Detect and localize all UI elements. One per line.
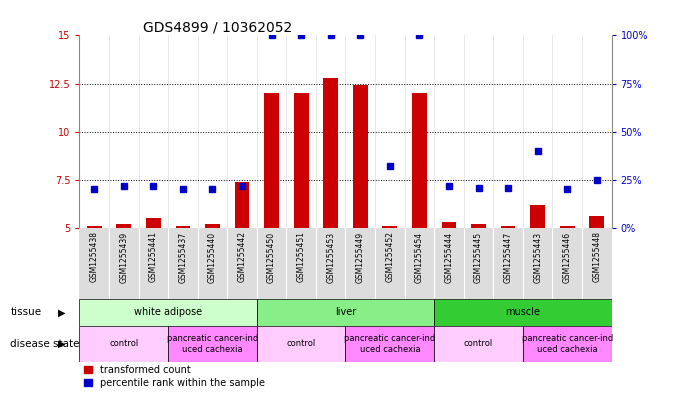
Bar xyxy=(434,326,523,362)
Bar xyxy=(382,226,397,228)
Text: GSM1255444: GSM1255444 xyxy=(444,231,453,283)
Text: pancreatic cancer-ind
uced cachexia: pancreatic cancer-ind uced cachexia xyxy=(522,334,613,354)
Text: GSM1255451: GSM1255451 xyxy=(296,231,305,283)
Text: control: control xyxy=(287,340,316,348)
Bar xyxy=(353,85,368,228)
Bar xyxy=(79,299,257,326)
Bar xyxy=(116,224,131,228)
Text: pancreatic cancer-ind
uced cachexia: pancreatic cancer-ind uced cachexia xyxy=(344,334,435,354)
Text: GSM1255440: GSM1255440 xyxy=(208,231,217,283)
Text: GSM1255449: GSM1255449 xyxy=(356,231,365,283)
Bar xyxy=(264,93,279,228)
Text: control: control xyxy=(109,340,138,348)
Bar xyxy=(530,205,545,228)
Text: GSM1255453: GSM1255453 xyxy=(326,231,335,283)
Text: GSM1255439: GSM1255439 xyxy=(120,231,129,283)
Text: disease state: disease state xyxy=(10,339,80,349)
Bar xyxy=(501,226,515,228)
Bar xyxy=(346,326,434,362)
Text: GSM1255448: GSM1255448 xyxy=(592,231,601,283)
Bar xyxy=(323,78,338,228)
Text: GSM1255445: GSM1255445 xyxy=(474,231,483,283)
Text: GSM1255443: GSM1255443 xyxy=(533,231,542,283)
Bar xyxy=(205,224,220,228)
Text: GSM1255438: GSM1255438 xyxy=(90,231,99,283)
Text: GDS4899 / 10362052: GDS4899 / 10362052 xyxy=(143,20,292,34)
Bar xyxy=(523,326,612,362)
Bar xyxy=(442,222,456,228)
Bar xyxy=(294,93,309,228)
Text: ▶: ▶ xyxy=(59,307,66,318)
Text: pancreatic cancer-ind
uced cachexia: pancreatic cancer-ind uced cachexia xyxy=(167,334,258,354)
Bar xyxy=(589,217,604,228)
Bar xyxy=(146,218,161,228)
Bar xyxy=(168,326,257,362)
Bar xyxy=(412,93,427,228)
Text: tissue: tissue xyxy=(10,307,41,318)
Text: GSM1255441: GSM1255441 xyxy=(149,231,158,283)
Text: GSM1255452: GSM1255452 xyxy=(386,231,395,283)
Bar xyxy=(434,299,612,326)
Text: GSM1255450: GSM1255450 xyxy=(267,231,276,283)
Bar xyxy=(79,326,168,362)
Legend: transformed count, percentile rank within the sample: transformed count, percentile rank withi… xyxy=(84,365,265,388)
Bar xyxy=(87,226,102,228)
Bar xyxy=(235,182,249,228)
Text: GSM1255442: GSM1255442 xyxy=(238,231,247,283)
Text: white adipose: white adipose xyxy=(134,307,202,318)
Text: control: control xyxy=(464,340,493,348)
Text: ▶: ▶ xyxy=(59,339,66,349)
Text: GSM1255437: GSM1255437 xyxy=(178,231,187,283)
Text: liver: liver xyxy=(335,307,356,318)
Bar xyxy=(257,299,434,326)
Text: muscle: muscle xyxy=(505,307,540,318)
Bar xyxy=(471,224,486,228)
Text: GSM1255446: GSM1255446 xyxy=(562,231,571,283)
Bar xyxy=(176,226,190,228)
Bar xyxy=(257,326,346,362)
Text: GSM1255454: GSM1255454 xyxy=(415,231,424,283)
Text: GSM1255447: GSM1255447 xyxy=(504,231,513,283)
Bar xyxy=(560,226,575,228)
